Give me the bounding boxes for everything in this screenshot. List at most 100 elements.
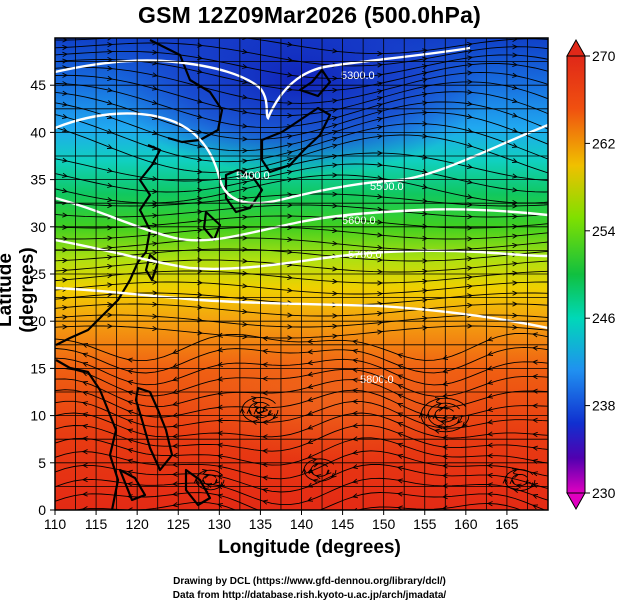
- streamline-arrow: [306, 360, 313, 366]
- y-tick-label: 20: [30, 313, 46, 329]
- streamline-arrow: [287, 41, 294, 47]
- streamline-arrow: [261, 448, 268, 454]
- streamline-arrow: [152, 49, 159, 55]
- streamline: [55, 174, 548, 204]
- streamline-arrow: [351, 478, 358, 484]
- streamline-arrow: [241, 94, 249, 100]
- streamline-arrow: [107, 312, 114, 318]
- streamline-arrow: [377, 269, 384, 275]
- streamline: [55, 83, 548, 129]
- streamline-arrow: [261, 348, 268, 354]
- streamline-arrow: [467, 41, 474, 48]
- y-axis: 0 5 10 15 20 25 30 35 40 45: [30, 77, 55, 518]
- streamline-arrow: [531, 445, 538, 451]
- streamline-arrow: [242, 258, 249, 264]
- streamline-arrow: [307, 453, 314, 459]
- streamline-arrow: [216, 430, 223, 436]
- streamline-arrow: [351, 348, 358, 354]
- streamline-arrow: [107, 75, 114, 82]
- y-tick-label: 5: [38, 455, 46, 471]
- streamline-arrow: [397, 422, 404, 427]
- streamline-arrow: [512, 324, 519, 330]
- streamline: [511, 473, 529, 487]
- streamline: [55, 332, 548, 362]
- streamline-arrow: [172, 363, 179, 368]
- streamline: [195, 469, 225, 491]
- streamline-arrow: [81, 449, 88, 455]
- streamline: [202, 474, 218, 486]
- y-axis-title: Latitude (degrees): [0, 247, 38, 333]
- streamline-arrow: [441, 494, 448, 500]
- streamline-arrow: [525, 478, 531, 485]
- streamline: [55, 193, 548, 207]
- streamline-arrow: [467, 70, 474, 76]
- streamline-arrow: [422, 235, 429, 241]
- streamline-arrow: [312, 478, 319, 484]
- streamline-arrow: [216, 474, 223, 480]
- streamline-arrow: [242, 49, 249, 55]
- streamline-arrow: [81, 506, 88, 510]
- x-tick-label: 155: [413, 516, 437, 532]
- streamline-arrow: [377, 116, 383, 122]
- streamline-arrow: [242, 167, 249, 173]
- streamline-arrow: [107, 56, 114, 63]
- streamline-arrow: [377, 232, 384, 238]
- streamline-arrow: [396, 453, 403, 459]
- streamline-arrow: [377, 62, 384, 68]
- streamline-arrow: [216, 442, 223, 448]
- streamline-arrow: [467, 163, 474, 169]
- streamline-arrow: [152, 313, 159, 319]
- streamline-arrow: [307, 396, 314, 402]
- streamline-arrow: [332, 191, 339, 197]
- streamline-arrow: [451, 414, 458, 421]
- streamline-arrow: [308, 468, 314, 475]
- streamline-arrow: [62, 324, 69, 330]
- streamline-arrow: [287, 224, 294, 231]
- streamline-arrow: [242, 158, 249, 164]
- streamline-arrow: [467, 113, 474, 120]
- grid: [55, 38, 548, 510]
- streamline-arrow: [332, 136, 339, 142]
- colorbar-label: 254: [592, 223, 616, 239]
- streamline-arrow: [467, 55, 474, 61]
- streamline-arrow: [515, 483, 522, 489]
- streamline-arrow: [106, 144, 113, 149]
- streamline-arrow: [81, 401, 88, 407]
- streamline: [55, 378, 548, 408]
- streamline-arrow: [511, 127, 518, 133]
- streamline-arrow: [81, 423, 88, 429]
- streamline-arrow: [466, 179, 473, 185]
- streamline-arrow: [242, 214, 249, 220]
- streamline-arrow: [126, 481, 133, 487]
- streamline-arrow: [307, 410, 314, 416]
- streamline: [55, 437, 548, 466]
- streamline-arrow: [434, 397, 441, 403]
- streamline-arrow: [531, 359, 538, 365]
- streamline-arrow: [62, 72, 69, 78]
- contour-label-5700: 5700.0: [348, 249, 382, 261]
- streamline-arrow: [106, 87, 114, 93]
- streamline-arrow: [216, 347, 223, 353]
- streamline: [55, 281, 548, 295]
- streamline-arrow: [332, 87, 339, 93]
- streamline-arrow: [487, 365, 494, 371]
- streamline-arrow: [152, 202, 159, 209]
- streamline-arrow: [467, 283, 474, 290]
- streamline: [55, 450, 548, 480]
- streamline-arrow: [152, 301, 159, 307]
- streamline-arrow: [512, 242, 519, 249]
- streamline-arrow: [251, 396, 258, 402]
- streamline-arrow: [216, 453, 223, 459]
- streamline: [248, 401, 272, 419]
- streamline-arrow: [126, 458, 133, 464]
- streamline-arrow: [152, 213, 159, 219]
- streamline-arrow: [171, 471, 178, 477]
- streamline-arrow: [62, 314, 69, 320]
- streamline: [427, 402, 463, 428]
- streamline-arrow: [106, 114, 113, 120]
- streamline-arrow: [307, 439, 314, 444]
- streamline-arrow: [62, 172, 69, 178]
- streamline-arrow: [486, 501, 493, 507]
- streamline: [55, 102, 548, 152]
- streamline: [55, 412, 548, 439]
